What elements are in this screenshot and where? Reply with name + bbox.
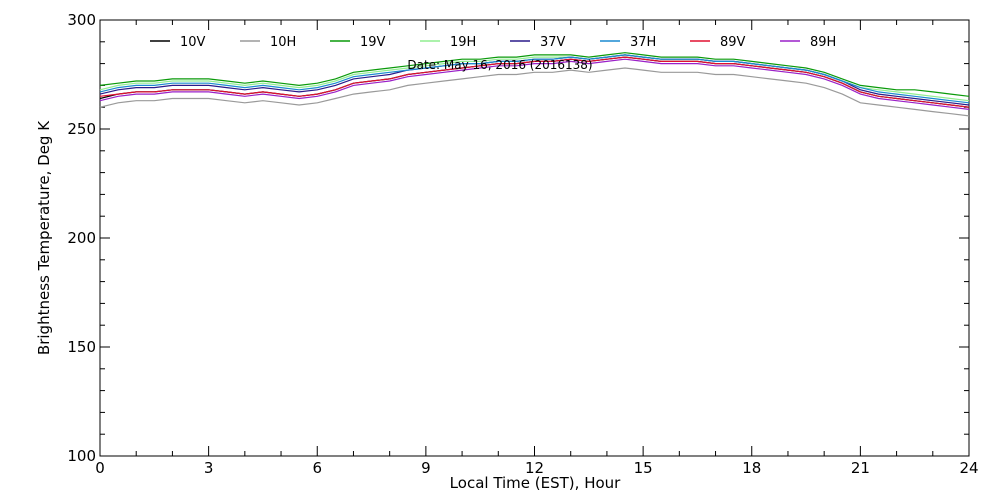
x-tick-label: 3 [204, 459, 214, 477]
series-line-10h [99, 67, 970, 117]
legend-label-19h: 19H [450, 35, 476, 50]
x-tick-label: 9 [421, 459, 431, 477]
y-tick-label: 100 [67, 447, 96, 465]
legend-label-37v: 37V [540, 35, 566, 50]
y-axis-label: Brightness Temperature, Deg K [35, 120, 53, 355]
series-line-19v [99, 52, 970, 97]
x-tick-label: 24 [959, 459, 978, 477]
series-line-89h [99, 58, 970, 110]
y-axis-ticks: 100 150 200 250 300 [67, 11, 969, 465]
x-axis-ticks: 0 3 6 9 12 15 18 21 24 [95, 20, 979, 477]
x-tick-label: 15 [634, 459, 653, 477]
legend-label-10h: 10H [270, 35, 296, 50]
legend-label-89v: 89V [720, 35, 746, 50]
x-tick-label: 18 [742, 459, 761, 477]
x-tick-label: 21 [851, 459, 870, 477]
legend: 10V 10H 19V 19H 37V 37H 89V 89H [150, 35, 836, 50]
y-tick-label: 200 [67, 229, 96, 247]
legend-label-10v: 10V [180, 35, 206, 50]
legend-label-37h: 37H [630, 35, 656, 50]
series-line-89v [99, 56, 970, 108]
x-tick-label: 12 [525, 459, 544, 477]
x-axis-label: Local Time (EST), Hour [450, 474, 621, 492]
y-tick-label: 250 [67, 120, 96, 138]
legend-label-89h: 89H [810, 35, 836, 50]
legend-label-19v: 19V [360, 35, 386, 50]
date-annotation: Date: May 16, 2016 (2016138) [407, 58, 592, 72]
y-tick-label: 300 [67, 11, 96, 29]
series-line-37h [99, 54, 970, 104]
y-tick-label: 150 [67, 338, 96, 356]
x-tick-label: 6 [312, 459, 322, 477]
x-tick-label: 0 [95, 459, 105, 477]
series-lines [99, 52, 970, 117]
